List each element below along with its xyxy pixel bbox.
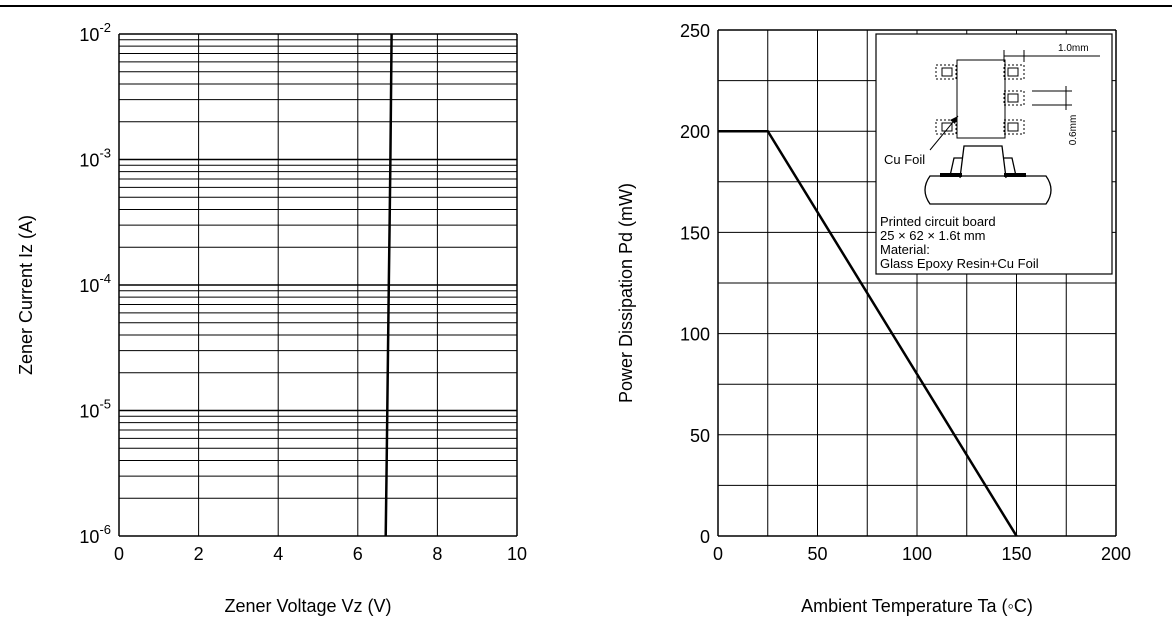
copper-pad <box>935 64 957 80</box>
board-spec-line: Glass Epoxy Resin+Cu Foil <box>880 256 1039 271</box>
lead <box>1007 122 1019 132</box>
copper-pad <box>935 119 957 135</box>
board-side <box>924 175 1052 205</box>
x-tick-label: 10 <box>507 544 527 564</box>
x-axis-label: Ambient Temperature Ta (◦C) <box>801 596 1033 616</box>
y-axis-label: Zener Current Iz (A) <box>16 215 36 375</box>
x-tick-label: 6 <box>353 544 363 564</box>
y-tick-label: 150 <box>680 223 710 243</box>
y-tick-label: 10-3 <box>79 146 111 171</box>
x-tick-label: 200 <box>1101 544 1131 564</box>
x-tick-label: 8 <box>432 544 442 564</box>
x-tick-label: 50 <box>807 544 827 564</box>
x-tick-label: 150 <box>1001 544 1031 564</box>
arrowhead <box>950 116 958 124</box>
board-spec-line: 25 × 62 × 1.6t mm <box>880 228 986 243</box>
lead-side <box>1004 157 1017 177</box>
y-tick-label: 10-6 <box>79 522 111 547</box>
lead <box>941 122 953 132</box>
cu-foil-side <box>1004 173 1026 177</box>
copper-pad <box>1003 90 1025 106</box>
cu-foil-label: Cu Foil <box>884 152 925 167</box>
y-tick-label: 250 <box>680 21 710 41</box>
zener-curve <box>384 33 393 537</box>
lead <box>1007 93 1019 103</box>
pcb-inset: 1.0mm 0.6mm Cu Foil Printed circuit board25… <box>875 33 1113 275</box>
y-tick-label: 10-5 <box>79 397 111 422</box>
y-axis-label: Power Dissipation Pd (mW) <box>616 183 636 403</box>
power-chart: 0 50 100 150 200 0 50 100 150 200 250 Ambient Tempe… <box>616 21 1131 616</box>
x-tick-label: 4 <box>273 544 283 564</box>
x-tick-label: 100 <box>902 544 932 564</box>
lead-side <box>949 157 962 177</box>
zener-chart: 0 2 4 6 8 10 10-6 10-5 10-4 10-3 10-2 Zener Voltage… <box>16 20 527 616</box>
y-tick-label: 10-2 <box>79 20 111 45</box>
x-tick-label: 0 <box>114 544 124 564</box>
dim-pad-gap: 0.6mm <box>1068 115 1079 146</box>
dim-pad-width: 1.0mm <box>1058 43 1089 54</box>
x-tick-label: 2 <box>194 544 204 564</box>
board-spec-line: Material: <box>880 242 930 257</box>
derating-line <box>718 129 1018 537</box>
y-tick-label: 200 <box>680 122 710 142</box>
x-tick-label: 0 <box>713 544 723 564</box>
package-outline <box>956 59 1006 139</box>
board-spec-line: Printed circuit board <box>880 214 996 229</box>
lead <box>1007 67 1019 77</box>
cu-foil-side <box>940 173 962 177</box>
x-axis-label: Zener Voltage Vz (V) <box>224 596 391 616</box>
package-side <box>959 145 1007 179</box>
y-tick-label: 10-4 <box>79 271 111 296</box>
y-tick-label: 100 <box>680 325 710 345</box>
top-border <box>0 5 1172 7</box>
lead <box>941 67 953 77</box>
y-tick-label: 50 <box>690 426 710 446</box>
copper-pad <box>1003 64 1025 80</box>
y-tick-label: 0 <box>700 527 710 547</box>
copper-pad <box>1003 119 1025 135</box>
